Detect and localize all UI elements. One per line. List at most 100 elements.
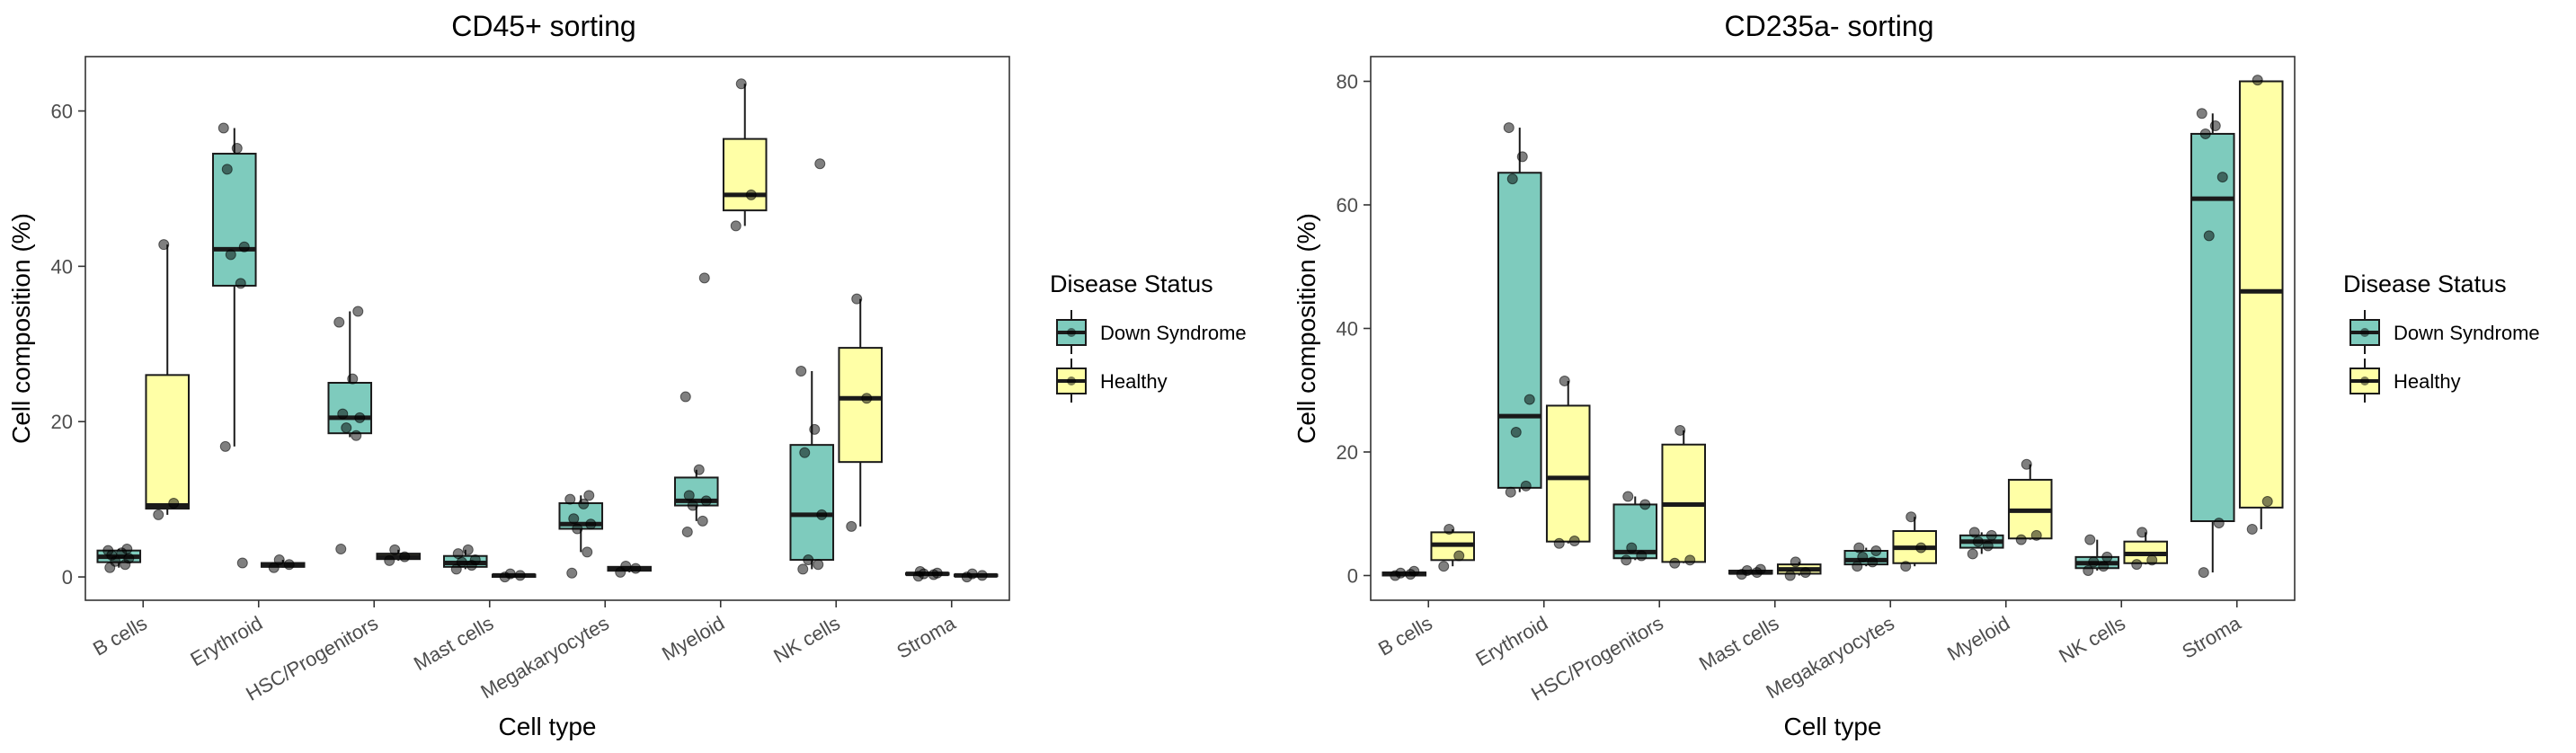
data-point bbox=[1857, 551, 1869, 563]
data-point bbox=[568, 513, 580, 525]
data-point bbox=[273, 554, 285, 566]
data-point bbox=[337, 408, 349, 420]
x-tick-label: Erythroid bbox=[186, 612, 266, 671]
data-point bbox=[219, 440, 231, 452]
data-point bbox=[630, 563, 642, 574]
data-point bbox=[1741, 565, 1753, 576]
data-point bbox=[1510, 427, 1522, 438]
box bbox=[789, 444, 835, 562]
data-point bbox=[1799, 567, 1811, 579]
data-point bbox=[735, 78, 747, 90]
data-point bbox=[564, 493, 576, 505]
data-point bbox=[1520, 480, 1532, 492]
data-point bbox=[2088, 556, 2100, 568]
x-tick-label: Mast cells bbox=[410, 612, 497, 676]
x-tick-label: Mast cells bbox=[1695, 612, 1782, 676]
data-point bbox=[1408, 565, 1420, 577]
y-tick-label: 60 bbox=[1337, 194, 1358, 217]
data-point bbox=[1503, 122, 1515, 134]
legend-label: Down Syndrome bbox=[1100, 322, 1247, 344]
data-point bbox=[680, 391, 691, 403]
y-tick-label: 0 bbox=[1347, 565, 1358, 588]
data-point bbox=[347, 373, 359, 385]
data-point bbox=[816, 509, 828, 520]
data-point bbox=[2146, 554, 2158, 566]
x-tick-label: B cells bbox=[89, 612, 151, 660]
legend-key-point bbox=[2360, 376, 2369, 385]
series-down-syndrome bbox=[1381, 108, 2235, 581]
data-point bbox=[1523, 394, 1535, 405]
data-point bbox=[693, 464, 705, 475]
data-point bbox=[168, 497, 180, 509]
data-point bbox=[384, 554, 395, 566]
data-point bbox=[335, 543, 347, 554]
data-point bbox=[2213, 518, 2225, 529]
data-point bbox=[2030, 529, 2042, 541]
series-healthy bbox=[145, 78, 999, 583]
data-point bbox=[976, 570, 988, 581]
x-tick-label: NK cells bbox=[2055, 612, 2128, 668]
legend-key-point bbox=[1067, 328, 1076, 337]
data-point bbox=[235, 278, 246, 289]
box bbox=[211, 153, 257, 287]
legend-key-point bbox=[1067, 376, 1076, 385]
data-point bbox=[931, 567, 943, 579]
data-point bbox=[1669, 557, 1681, 569]
legend: Disease Status Down Syndrome Healthy bbox=[2343, 270, 2540, 403]
data-point bbox=[469, 554, 481, 566]
data-point bbox=[1852, 561, 1863, 572]
data-point bbox=[121, 543, 133, 554]
x-axis-title: Cell type bbox=[499, 713, 597, 740]
box bbox=[1612, 503, 1658, 560]
data-point bbox=[803, 554, 814, 566]
data-point bbox=[102, 545, 114, 556]
y-tick-label: 60 bbox=[51, 101, 73, 123]
data-point bbox=[399, 551, 411, 563]
data-point bbox=[1674, 424, 1686, 436]
data-point bbox=[1982, 540, 1994, 552]
x-tick-label: Megakaryocytes bbox=[1763, 612, 1898, 704]
data-point bbox=[2136, 527, 2148, 538]
data-point bbox=[2101, 551, 2113, 563]
data-point bbox=[1506, 173, 1518, 185]
x-tick-label: B cells bbox=[1374, 612, 1436, 660]
data-point bbox=[572, 523, 583, 535]
legend-key-point bbox=[2360, 328, 2369, 337]
data-point bbox=[799, 447, 811, 458]
data-point bbox=[814, 158, 826, 170]
box bbox=[2238, 80, 2284, 509]
data-point bbox=[268, 562, 280, 573]
box bbox=[838, 347, 884, 464]
data-point bbox=[1636, 550, 1648, 562]
data-point bbox=[620, 560, 632, 571]
data-point bbox=[583, 490, 595, 501]
legend: Disease Status Down Syndrome Healthy bbox=[1050, 270, 1247, 403]
data-point bbox=[1505, 486, 1516, 498]
x-tick-label: Myeloid bbox=[658, 612, 728, 666]
data-point bbox=[2199, 128, 2211, 139]
plot-border bbox=[84, 56, 1010, 601]
y-tick-label: 20 bbox=[51, 411, 73, 433]
data-point bbox=[2252, 75, 2263, 86]
data-point bbox=[795, 366, 807, 377]
panel-2: CD235a- sorting 0 20 40 60 80 B cells Erythroid… bbox=[1292, 10, 2540, 740]
data-point bbox=[809, 423, 821, 435]
y-axis-title: Cell composition (%) bbox=[1292, 213, 1320, 444]
data-point bbox=[158, 239, 170, 251]
data-point bbox=[351, 430, 362, 441]
data-point bbox=[2021, 458, 2032, 470]
data-point bbox=[2015, 534, 2027, 545]
data-point bbox=[1626, 542, 1638, 554]
legend-title: Disease Status bbox=[1050, 270, 1213, 297]
data-point bbox=[1870, 545, 1882, 556]
data-point bbox=[2261, 496, 2273, 507]
x-tick-label: Stroma bbox=[2178, 611, 2245, 662]
data-point bbox=[687, 500, 698, 511]
data-point bbox=[354, 412, 366, 423]
data-point bbox=[504, 568, 516, 580]
y-tick-label: 0 bbox=[62, 566, 73, 589]
data-point bbox=[2216, 172, 2228, 183]
box bbox=[145, 374, 191, 510]
data-point bbox=[2131, 559, 2143, 571]
